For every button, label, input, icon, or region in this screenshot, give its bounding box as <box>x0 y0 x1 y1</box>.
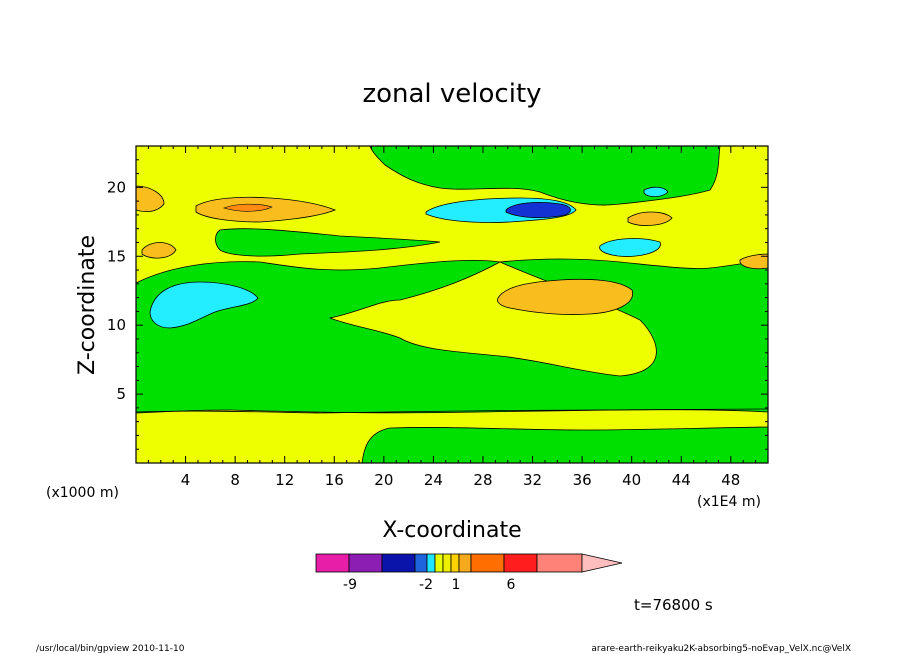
x-tick-label: 16 <box>325 471 344 489</box>
chart-title: zonal velocity <box>362 79 541 109</box>
colorbar-segment <box>414 553 428 573</box>
colorbar: -9 -2 1 6 <box>315 553 623 593</box>
colorbar-segment <box>458 553 472 573</box>
y-unit-label: (x1000 m) <box>46 485 119 501</box>
x-tick-label: 40 <box>622 471 641 489</box>
colorbar-segment <box>450 553 460 573</box>
x-tick-label: 20 <box>374 471 393 489</box>
colorbar-segment <box>348 553 383 573</box>
footer-left: /usr/local/bin/gpview 2010-11-10 <box>36 644 185 654</box>
x-tick-label: 36 <box>573 471 592 489</box>
y-tick-label: 5 <box>116 385 126 403</box>
colorbar-segment <box>381 553 416 573</box>
colorbar-label: -2 <box>419 577 433 593</box>
colorbar-segment <box>470 553 505 573</box>
field-green-upper-left <box>215 228 441 257</box>
colorbar-label: 6 <box>507 577 516 593</box>
field-orange-left-edge-2 <box>141 242 177 259</box>
field-orange-left-edge <box>136 185 165 213</box>
colorbar-segment <box>426 553 436 573</box>
colorbar-label: -9 <box>343 577 357 593</box>
field-blue-core <box>505 202 571 219</box>
contour-field <box>136 146 768 463</box>
field-orange-right-edge <box>739 253 768 270</box>
x-axis-label: X-coordinate <box>382 518 521 543</box>
x-tick-label: 48 <box>721 471 740 489</box>
colorbar-label: 1 <box>452 577 461 593</box>
field-cyan-low-left <box>149 281 259 329</box>
x-unit-label: (x1E4 m) <box>697 494 761 510</box>
plot-frame <box>135 145 769 464</box>
field-green-bottom <box>361 426 768 463</box>
x-tick-label: 32 <box>523 471 542 489</box>
field-green-upper-right <box>369 146 721 206</box>
y-tick-label: 20 <box>107 178 126 196</box>
x-tick-label: 44 <box>672 471 691 489</box>
x-tick-label: 28 <box>473 471 492 489</box>
x-tick-label: 8 <box>230 471 240 489</box>
colorbar-segment <box>315 553 350 573</box>
field-orange-mid <box>497 278 633 315</box>
colorbar-segment <box>536 553 583 573</box>
colorbar-arrow <box>581 553 623 573</box>
time-label: t=76800 s <box>634 596 713 614</box>
colorbar-segment <box>442 553 452 573</box>
y-tick-label: 10 <box>107 316 126 334</box>
footer-right: arare-earth-reikyaku2K-absorbing5-noEvap… <box>591 644 851 654</box>
field-orange-core-left <box>223 203 273 212</box>
y-tick-label: 15 <box>107 247 126 265</box>
x-tick-label: 4 <box>181 471 191 489</box>
field-orange-right <box>627 211 673 226</box>
x-tick-label: 24 <box>424 471 443 489</box>
field-cyan-right <box>599 238 661 257</box>
field-cyan-far-right <box>643 186 669 198</box>
y-axis-label: Z-coordinate <box>75 235 100 375</box>
colorbar-segment <box>434 553 444 573</box>
x-tick-label: 12 <box>275 471 294 489</box>
colorbar-segment <box>503 553 538 573</box>
field-yellow-wedge <box>328 261 657 377</box>
field-lower-boundary <box>136 408 768 414</box>
